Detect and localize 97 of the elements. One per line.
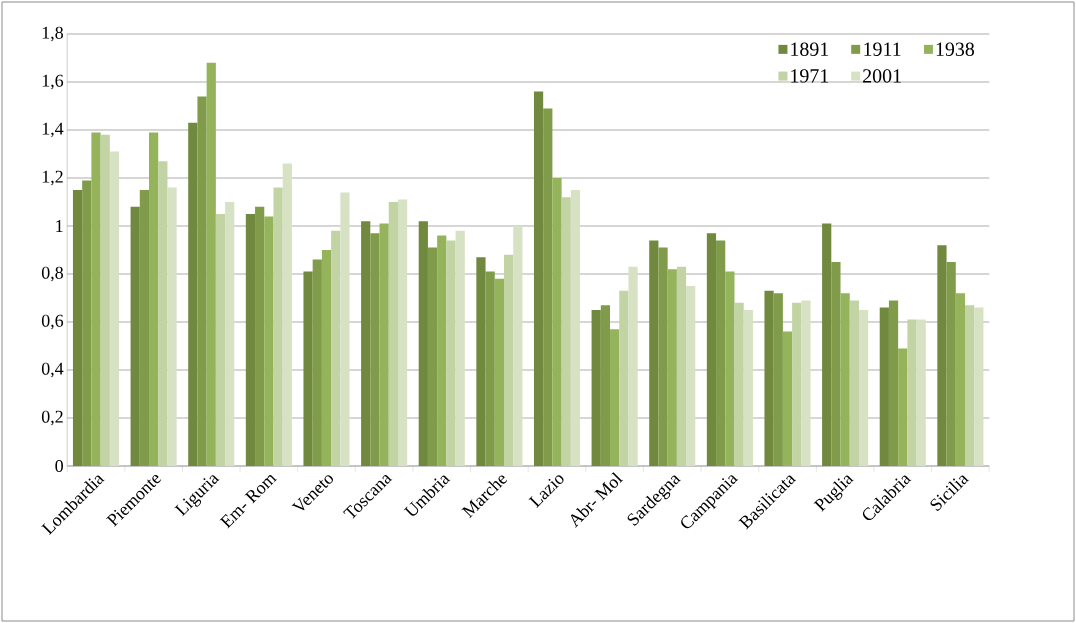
bar xyxy=(782,331,793,466)
y-tick-label: 0,4 xyxy=(41,362,64,378)
y-tick-label: 1 xyxy=(56,220,63,232)
bar xyxy=(610,329,620,466)
bar xyxy=(706,233,717,466)
bar xyxy=(801,300,811,466)
bar xyxy=(725,271,735,466)
bar xyxy=(273,187,283,466)
y-tick-label: 1,8 xyxy=(42,26,63,42)
bar xyxy=(937,245,947,466)
bar xyxy=(533,91,544,466)
bar xyxy=(974,307,984,466)
bar xyxy=(552,178,562,466)
bar xyxy=(792,302,802,466)
bar xyxy=(849,300,859,466)
bar xyxy=(149,132,159,466)
bar xyxy=(418,221,428,466)
bar xyxy=(370,233,380,466)
bar xyxy=(303,271,313,466)
bar xyxy=(206,62,216,466)
bar xyxy=(716,240,726,466)
bar xyxy=(591,310,601,466)
bar xyxy=(822,223,832,466)
bar xyxy=(916,319,926,466)
y-tick-label: 0,6 xyxy=(41,314,64,330)
y-tick-label: 1,4 xyxy=(42,122,64,138)
bar xyxy=(188,122,198,466)
bar xyxy=(600,305,611,466)
bar xyxy=(321,250,332,466)
bar xyxy=(888,300,899,466)
bar xyxy=(513,226,523,466)
bar xyxy=(955,293,965,466)
bar xyxy=(225,202,235,466)
bar xyxy=(215,214,226,466)
bar xyxy=(167,187,177,466)
bar xyxy=(561,197,571,466)
bar xyxy=(82,180,92,466)
bar xyxy=(379,223,389,466)
bar xyxy=(543,108,553,466)
bar xyxy=(879,307,889,466)
bar xyxy=(91,132,101,466)
bar xyxy=(619,290,629,466)
bar xyxy=(686,286,696,466)
bar xyxy=(340,192,350,466)
legend-label: 1938 xyxy=(936,42,975,56)
bar xyxy=(858,310,869,466)
bar xyxy=(437,235,447,466)
bar xyxy=(734,302,744,466)
bar xyxy=(72,190,83,466)
y-tick-label: 1,6 xyxy=(42,74,64,90)
bar xyxy=(764,290,774,466)
y-tick-label: 1,2 xyxy=(42,170,63,186)
bar xyxy=(109,151,120,466)
bar xyxy=(658,247,668,466)
y-tick-label: 0 xyxy=(55,459,63,473)
bar xyxy=(264,216,274,466)
bar xyxy=(907,319,917,466)
bar xyxy=(946,262,956,466)
legend-label: 1911 xyxy=(864,42,901,56)
bar xyxy=(245,214,256,466)
bar xyxy=(397,199,408,466)
bar xyxy=(197,96,207,466)
bar xyxy=(331,230,341,466)
bar xyxy=(676,266,687,466)
bar xyxy=(446,240,456,466)
bar xyxy=(130,206,140,466)
legend-label: 1971 xyxy=(791,69,829,83)
bar xyxy=(158,161,168,466)
bar xyxy=(388,202,398,466)
y-tick-label: 0,8 xyxy=(41,266,63,282)
bar xyxy=(139,190,150,466)
legend-label: 2001 xyxy=(863,69,901,83)
x-tick-label: Abr- Mol xyxy=(570,472,624,528)
bar xyxy=(485,271,495,466)
bar xyxy=(255,206,265,466)
bar xyxy=(965,305,975,466)
bar xyxy=(831,262,841,466)
x-tick-label: Em- Rom xyxy=(219,475,277,529)
bar xyxy=(361,221,371,466)
bar xyxy=(840,293,850,466)
bar xyxy=(743,310,753,466)
y-tick-label: 0,2 xyxy=(41,410,63,426)
bar xyxy=(427,247,438,466)
bar xyxy=(503,254,514,466)
bar xyxy=(898,348,908,466)
bar xyxy=(282,163,292,466)
bar xyxy=(667,269,677,466)
bar xyxy=(312,259,322,466)
bar xyxy=(476,257,486,466)
bar xyxy=(455,230,465,466)
bar xyxy=(628,266,638,466)
bar xyxy=(773,293,783,466)
legend-label: 1891 xyxy=(791,42,829,56)
bar xyxy=(100,134,110,466)
bar xyxy=(570,190,581,466)
bar xyxy=(494,278,504,466)
bar xyxy=(649,240,659,466)
